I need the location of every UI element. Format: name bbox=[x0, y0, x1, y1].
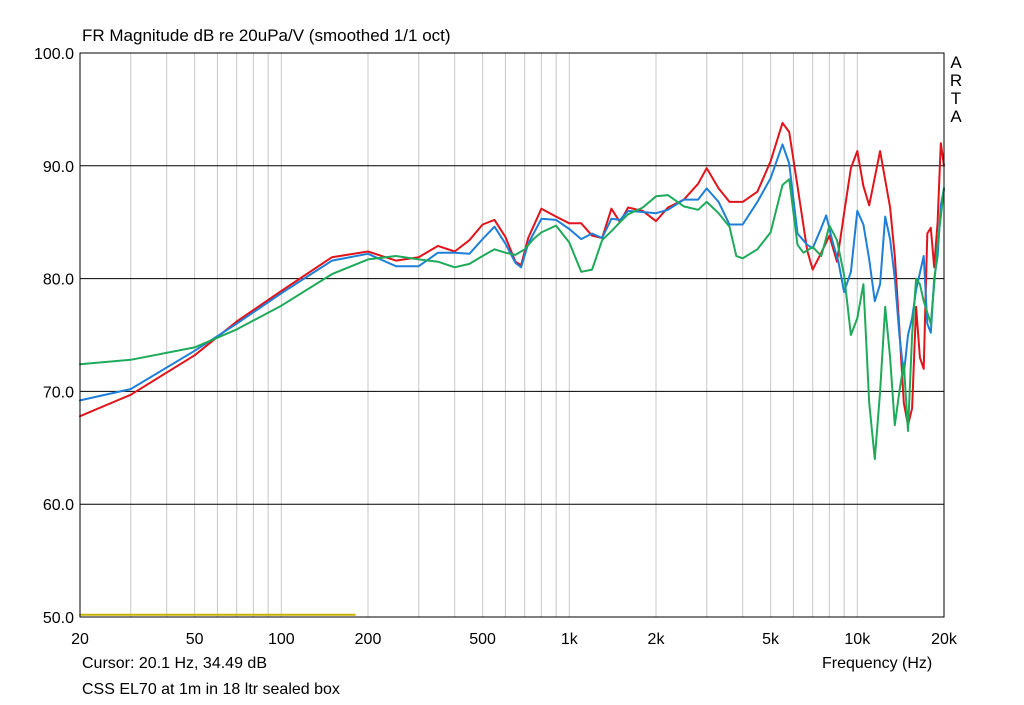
y-axis: 50.0 60.0 70.0 80.0 90.0 100.0 bbox=[34, 46, 74, 627]
brand-letter: R bbox=[949, 71, 963, 90]
x-tick-label: 2k bbox=[648, 631, 666, 648]
series-group bbox=[79, 121, 945, 616]
x-tick-label: 5k bbox=[762, 631, 780, 648]
series-line-1 bbox=[79, 121, 945, 427]
y-tick-label: 70.0 bbox=[43, 384, 74, 401]
plot-frame bbox=[79, 52, 945, 618]
grid bbox=[80, 53, 944, 617]
x-tick-label: 1k bbox=[561, 631, 579, 648]
x-tick-label: 100 bbox=[268, 631, 295, 648]
x-tick-label: 200 bbox=[355, 631, 382, 648]
y-tick-label: 50.0 bbox=[43, 610, 74, 627]
brand-letter: A bbox=[950, 107, 962, 126]
measurement-description: CSS EL70 at 1m in 18 ltr sealed box bbox=[82, 681, 340, 698]
x-tick-label: 10k bbox=[844, 631, 871, 648]
series-line-2 bbox=[79, 143, 945, 402]
series-line-3 bbox=[79, 178, 945, 461]
chart-title: FR Magnitude dB re 20uPa/V (smoothed 1/1… bbox=[82, 26, 451, 45]
y-tick-label: 90.0 bbox=[43, 159, 74, 176]
brand-letter: A bbox=[950, 53, 962, 72]
y-tick-label: 80.0 bbox=[43, 272, 74, 289]
x-axis: 20 50 100 200 500 1k 2k 5k 10k 20k bbox=[71, 631, 958, 648]
y-tick-label: 60.0 bbox=[43, 497, 74, 514]
x-tick-label: 500 bbox=[469, 631, 496, 648]
x-tick-label: 20 bbox=[71, 631, 89, 648]
x-axis-label: Frequency (Hz) bbox=[822, 655, 933, 672]
brand-letter: T bbox=[950, 89, 962, 108]
cursor-readout: Cursor: 20.1 Hz, 34.49 dB bbox=[82, 655, 267, 672]
x-tick-label: 20k bbox=[931, 631, 958, 648]
x-tick-label: 50 bbox=[186, 631, 204, 648]
y-tick-label: 100.0 bbox=[34, 46, 74, 63]
